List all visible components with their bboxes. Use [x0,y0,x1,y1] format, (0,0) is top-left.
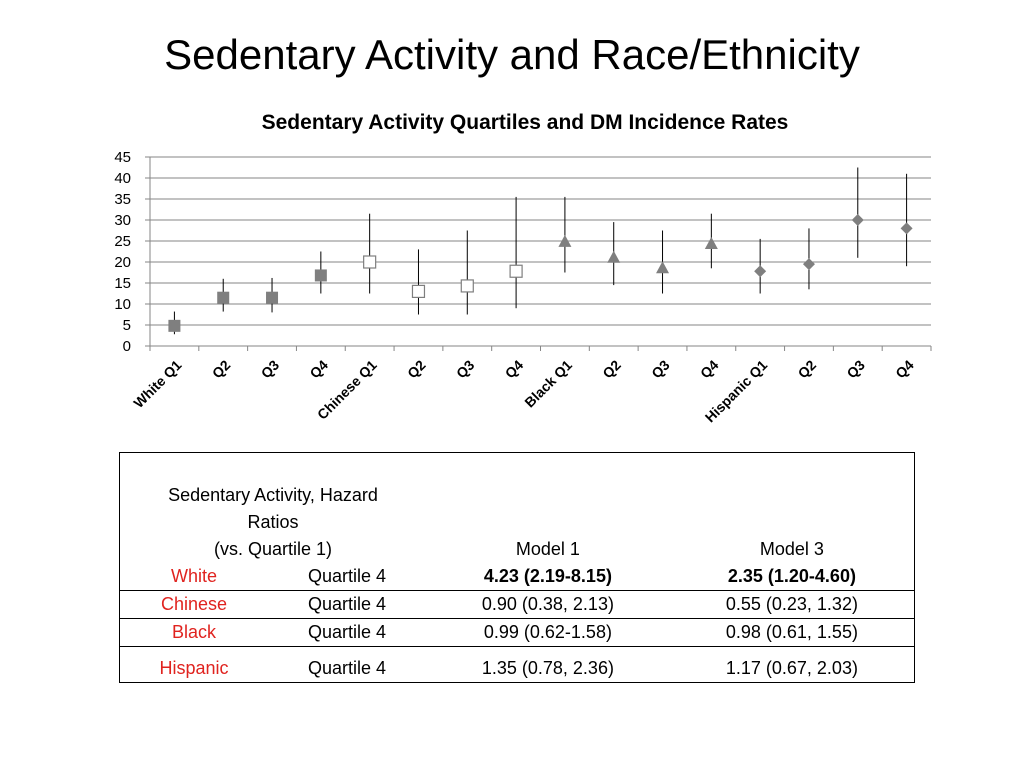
model3-cell: 0.98 (0.61, 1.55) [669,618,915,647]
data-point [363,255,377,269]
x-tick-label: Q2 [795,357,820,382]
header-line-3: (vs. Quartile 1) [213,539,333,559]
header-model1: Model 1 [515,539,580,559]
y-tick-label: 10 [114,296,131,313]
race-cell: Black [119,618,268,647]
y-tick-label: 5 [123,317,131,334]
x-tick-label: Q4 [502,357,527,382]
model3-cell: 0.55 (0.23, 1.32) [669,590,915,619]
model1-cell: 0.90 (0.38, 2.13) [426,590,670,619]
x-tick-label: Q2 [209,357,234,382]
race-cell: Chinese [119,590,268,619]
x-tick-label: Q2 [404,357,429,382]
data-point [168,319,181,332]
x-tick-label: Q4 [892,357,917,382]
data-point [217,291,230,304]
x-tick-label: Q4 [306,357,331,382]
x-tick-label: Q3 [843,357,868,382]
x-tick-label: Q3 [648,357,673,382]
data-point [802,258,815,271]
header-model3: Model 3 [759,539,824,559]
y-tick-label: 20 [114,254,131,271]
x-tick-label: White Q1 [130,357,184,411]
table-row-hispanic: Hispanic Quartile 4 1.35 (0.78, 2.36) 1.… [119,646,915,683]
quartile-cell: Quartile 4 [268,590,426,619]
race-cell: White [170,566,217,586]
model1-cell: 4.23 (2.19-8.15) [483,566,612,586]
y-tick-label: 0 [123,338,131,355]
x-tick-label: Black Q1 [521,357,575,411]
data-point [656,261,670,274]
model3-cell: 2.35 (1.20-4.60) [727,566,856,586]
y-tick-label: 25 [114,233,131,250]
quartile-cell: Quartile 4 [268,646,426,683]
data-point [851,214,864,226]
data-point [411,284,426,298]
model1-cell: 0.99 (0.62-1.58) [426,618,670,647]
y-tick-label: 45 [114,149,131,166]
y-tick-label: 30 [114,212,131,229]
data-point [460,279,474,293]
y-tick-label: 15 [114,275,131,292]
chart: Sedentary Activity Quartiles and DM Inci… [114,111,932,425]
slide-title: Sedentary Activity and Race/Ethnicity [164,31,860,78]
x-tick-label: Q3 [258,357,283,382]
data-point [509,264,523,278]
table-header-row: Sedentary Activity, Hazard Ratios (vs. Q… [120,453,915,564]
quartile-cell: Quartile 4 [307,566,387,586]
x-tick-label: Q4 [697,357,722,382]
data-point [314,269,327,282]
chart-title: Sedentary Activity Quartiles and DM Inci… [262,111,789,134]
data-point [754,265,767,278]
data-point [266,291,279,304]
quartile-cell: Quartile 4 [268,618,426,647]
header-line-2: Ratios [247,512,299,532]
x-tick-label: Q3 [453,357,478,382]
data-point [900,222,913,235]
y-tick-label: 40 [114,170,131,187]
header-line-1: Sedentary Activity, Hazard [168,485,378,505]
model1-cell: 1.35 (0.78, 2.36) [426,646,670,683]
data-point [704,236,718,249]
table-row-black: Black Quartile 4 0.99 (0.62-1.58) 0.98 (… [119,618,915,647]
table-row-chinese: Chinese Quartile 4 0.90 (0.38, 2.13) 0.5… [119,590,915,619]
data-point [607,250,621,263]
model3-cell: 1.17 (0.67, 2.03) [669,646,915,683]
hazard-ratio-table: Sedentary Activity, Hazard Ratios (vs. Q… [119,452,915,683]
table-row-white: White Quartile 4 4.23 (2.19-8.15) 2.35 (… [120,563,915,591]
data-point [558,234,572,247]
race-cell: Hispanic [119,646,268,683]
y-tick-label: 35 [114,191,131,208]
x-tick-label: Q2 [599,357,624,382]
table-header-label: Sedentary Activity, Hazard Ratios (vs. Q… [120,453,427,564]
